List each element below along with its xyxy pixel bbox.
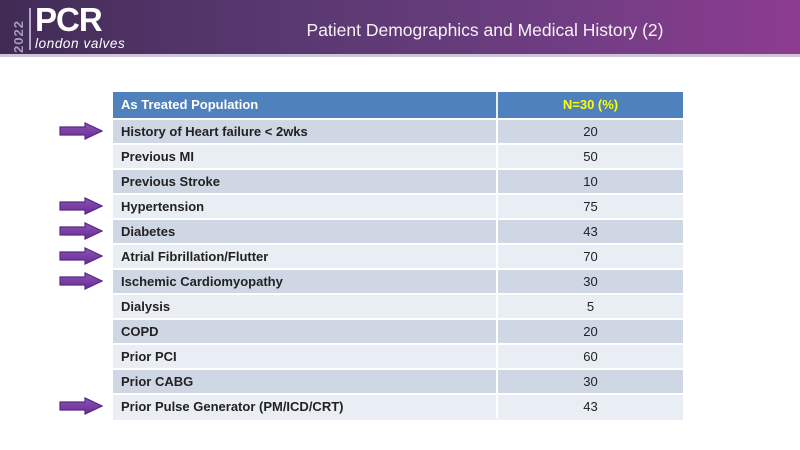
logo-year: 2022	[11, 20, 26, 53]
table-row: COPD 20	[113, 320, 683, 343]
row-value: 70	[583, 249, 598, 264]
row-label: Diabetes	[113, 220, 498, 243]
row-label: Previous Stroke	[113, 170, 498, 193]
row-label: Hypertension	[113, 195, 498, 218]
row-value: 30	[583, 274, 598, 289]
row-value: 5	[586, 299, 595, 314]
row-label: Previous MI	[113, 145, 498, 168]
row-value: 20	[583, 324, 598, 339]
row-value: 10	[583, 174, 598, 189]
column-header-n30: N=30 (%)	[562, 97, 619, 112]
row-arrow-icon	[59, 272, 103, 290]
header-banner: 2022 PCR london valves Patient Demograph…	[0, 0, 800, 57]
table-row: History of Heart failure < 2wks 20	[113, 120, 683, 143]
row-label: COPD	[113, 320, 498, 343]
column-header-population: As Treated Population	[113, 92, 498, 118]
logo-brand: PCR	[35, 1, 103, 38]
row-label: History of Heart failure < 2wks	[113, 120, 498, 143]
row-label: Prior CABG	[113, 370, 498, 393]
table-row: Hypertension 75	[113, 195, 683, 218]
row-value: 75	[583, 199, 598, 214]
table-row: Previous MI 50	[113, 145, 683, 168]
row-value: 30	[583, 374, 598, 389]
logo-divider	[29, 8, 31, 50]
row-value: 50	[583, 149, 598, 164]
table-row: Prior Pulse Generator (PM/ICD/CRT) 43	[113, 395, 683, 418]
logo-text: PCR london valves	[35, 1, 126, 53]
table-row: Atrial Fibrillation/Flutter 70	[113, 245, 683, 268]
table-row: Ischemic Cardiomyopathy 30	[113, 270, 683, 293]
table-row: Prior CABG 30	[113, 370, 683, 393]
slide-title: Patient Demographics and Medical History…	[306, 20, 664, 40]
row-label: Prior Pulse Generator (PM/ICD/CRT)	[113, 395, 498, 418]
table-row: Diabetes 43	[113, 220, 683, 243]
table-header-row: As Treated Population N=30 (%)	[113, 92, 683, 118]
row-value: 43	[583, 224, 598, 239]
table-row: Prior PCI 60	[113, 345, 683, 368]
row-label: Dialysis	[113, 295, 498, 318]
row-value: 43	[583, 399, 598, 414]
logo-tagline: london valves	[35, 36, 126, 51]
row-label: Prior PCI	[113, 345, 498, 368]
row-label: Atrial Fibrillation/Flutter	[113, 245, 498, 268]
row-value: 20	[583, 124, 598, 139]
pcr-logo: 2022 PCR london valves	[11, 1, 126, 53]
demographics-table: As Treated Population N=30 (%) History o…	[113, 92, 683, 420]
row-arrow-icon	[59, 122, 103, 140]
row-arrow-icon	[59, 222, 103, 240]
row-label: Ischemic Cardiomyopathy	[113, 270, 498, 293]
row-arrow-icon	[59, 397, 103, 415]
table-body: History of Heart failure < 2wks 20 Previou…	[113, 120, 683, 418]
row-value: 60	[583, 349, 598, 364]
row-arrow-icon	[59, 197, 103, 215]
table-row: Previous Stroke 10	[113, 170, 683, 193]
table-row: Dialysis 5	[113, 295, 683, 318]
row-arrow-icon	[59, 247, 103, 265]
